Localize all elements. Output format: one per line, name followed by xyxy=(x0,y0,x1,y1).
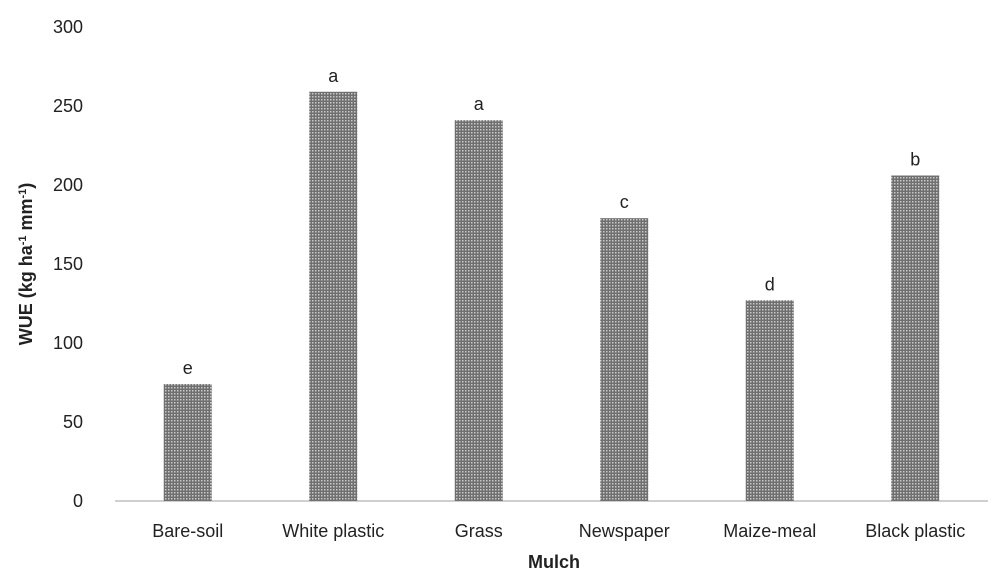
y-tick-label: 50 xyxy=(63,412,83,432)
x-axis-title: Mulch xyxy=(528,552,580,572)
y-tick-label: 150 xyxy=(53,254,83,274)
y-axis-title-base: WUE (kg ha xyxy=(16,244,36,345)
bar-white-plastic xyxy=(309,91,358,501)
x-tick-label: Newspaper xyxy=(579,521,670,541)
y-tick-label: 250 xyxy=(53,96,83,116)
bar-grass xyxy=(454,120,503,501)
y-axis-title-sup1: -1 xyxy=(17,236,29,246)
y-axis-title-end: ) xyxy=(16,183,36,189)
bar-maize-meal xyxy=(745,300,794,501)
significance-letter: a xyxy=(328,66,339,86)
y-axis-title-sup2: -1 xyxy=(17,189,29,199)
significance-letter: e xyxy=(183,358,193,378)
y-tick-label: 300 xyxy=(53,17,83,37)
y-tick-label: 0 xyxy=(73,491,83,511)
bars xyxy=(163,91,940,501)
x-axis-ticks: Bare-soil White plastic Grass Newspaper Maiz… xyxy=(152,521,965,541)
bar-black-plastic xyxy=(891,175,940,501)
significance-letter: c xyxy=(620,192,629,212)
bar-bare-soil xyxy=(163,384,212,501)
y-tick-label: 200 xyxy=(53,175,83,195)
x-tick-label: Grass xyxy=(455,521,503,541)
y-axis-ticks: 0 50 100 150 200 250 300 xyxy=(53,17,83,511)
significance-labels: e a a c d b xyxy=(183,66,921,378)
x-tick-label: White plastic xyxy=(282,521,384,541)
x-tick-label: Maize-meal xyxy=(723,521,816,541)
y-axis-title-mid: mm xyxy=(16,198,36,235)
bar-newspaper xyxy=(600,218,649,501)
y-axis-title: WUE (kg ha-1 mm-1) xyxy=(16,183,36,346)
significance-letter: b xyxy=(910,150,920,170)
x-tick-label: Bare-soil xyxy=(152,521,223,541)
significance-letter: a xyxy=(474,94,485,114)
x-tick-label: Black plastic xyxy=(865,521,965,541)
y-tick-label: 100 xyxy=(53,333,83,353)
significance-letter: d xyxy=(765,274,775,294)
